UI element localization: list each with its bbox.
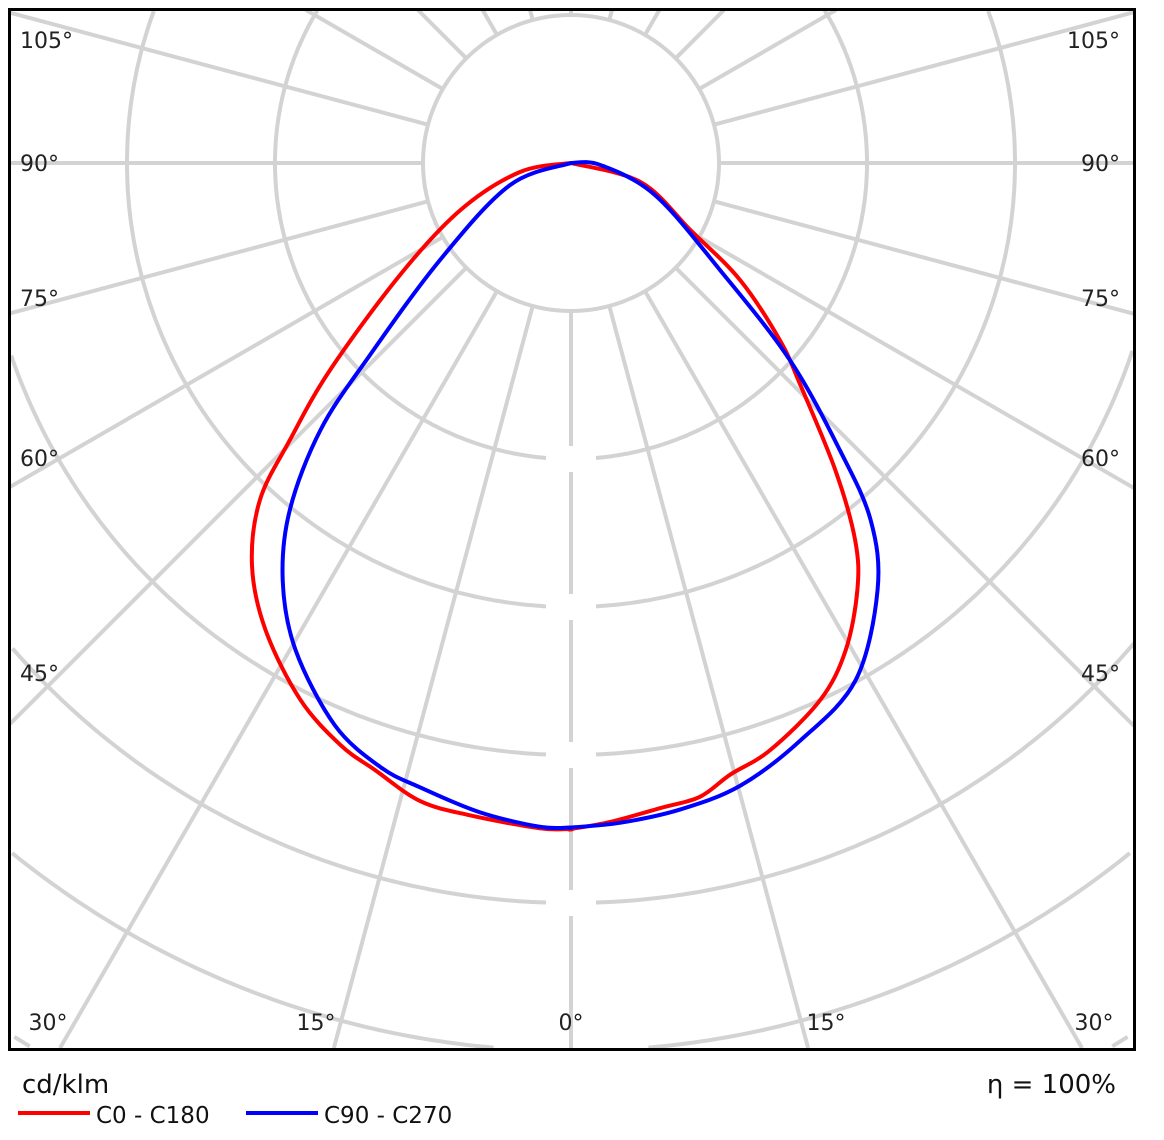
- series-curve-1: [280, 160, 881, 831]
- angle-label-left: 75°: [20, 287, 59, 312]
- legend-label-c0-c180: C0 - C180: [96, 1103, 210, 1129]
- angle-label-right: 75°: [1081, 287, 1120, 312]
- angle-label-right: 45°: [1081, 662, 1120, 687]
- ring-gridline: [1111, 1035, 1129, 1048]
- radial-gridline: [10, 10, 429, 127]
- angle-label-left: 105°: [20, 29, 73, 54]
- radial-gridline: [58, 290, 499, 1048]
- unit-label: cd/klm: [22, 1070, 109, 1100]
- polar-grid: [10, 10, 1134, 1048]
- radial-gridline: [607, 305, 811, 1048]
- angle-label-left: 45°: [20, 662, 59, 687]
- ring-gridline: [571, 350, 1134, 757]
- angle-labels: 105° 90° 75° 60° 45° 105° 90° 75° 60° 45° 30° 15° 0°…: [20, 29, 1120, 1036]
- radial-gridline: [416, 10, 468, 60]
- ring-gridline: [10, 355, 571, 757]
- angle-label-bottom: 30°: [29, 1011, 68, 1036]
- ring-gridline: [13, 1035, 31, 1048]
- angle-label-right: 90°: [1081, 152, 1120, 177]
- radial-gridline: [698, 235, 1134, 490]
- ring-gridline: [648, 851, 1132, 1048]
- radial-gridline: [643, 290, 1084, 1048]
- angle-label-bottom: 15°: [297, 1011, 336, 1036]
- radial-gridline: [674, 10, 726, 60]
- radial-gridline: [10, 235, 444, 489]
- radial-gridline: [674, 266, 1134, 728]
- radial-gridline: [698, 10, 838, 91]
- ring-label-gap: [546, 890, 596, 916]
- angle-label-left: 90°: [20, 152, 59, 177]
- ring-gridline: [125, 10, 571, 609]
- angle-label-bottom: 30°: [1075, 1011, 1114, 1036]
- radial-gridline: [331, 305, 535, 1048]
- efficiency-label: η = 100%: [987, 1070, 1116, 1100]
- angle-label-right: 60°: [1081, 447, 1120, 472]
- angle-label-left: 60°: [20, 447, 59, 472]
- angle-label-bottom: 15°: [807, 1011, 846, 1036]
- ring-gridline: [10, 851, 494, 1048]
- curves: [249, 160, 881, 832]
- radial-gridline: [304, 10, 444, 91]
- ring-label-gap: [546, 742, 596, 768]
- angle-label-right: 105°: [1067, 29, 1120, 54]
- plot-frame: [8, 8, 1136, 1051]
- legend: C0 - C180 C90 - C270: [18, 1103, 452, 1129]
- ring-gridline: [571, 10, 1017, 609]
- legend-label-c90-c270: C90 - C270: [324, 1103, 452, 1129]
- radial-gridline: [480, 10, 499, 36]
- ring-gridline: [273, 10, 571, 461]
- radial-gridline: [643, 10, 662, 36]
- angle-label-bottom: 0°: [559, 1011, 584, 1036]
- radial-gridline: [10, 266, 468, 726]
- radial-gridline: [10, 199, 429, 316]
- ring-label-gap: [546, 594, 596, 620]
- ring-gridline: [11, 647, 571, 905]
- radial-gridline: [713, 199, 1134, 316]
- radial-gridline: [713, 10, 1134, 127]
- ring-label-gap: [546, 446, 596, 472]
- ring-gridline: [571, 642, 1134, 905]
- ring-gridline: [571, 10, 869, 461]
- series-curve-0: [249, 161, 861, 832]
